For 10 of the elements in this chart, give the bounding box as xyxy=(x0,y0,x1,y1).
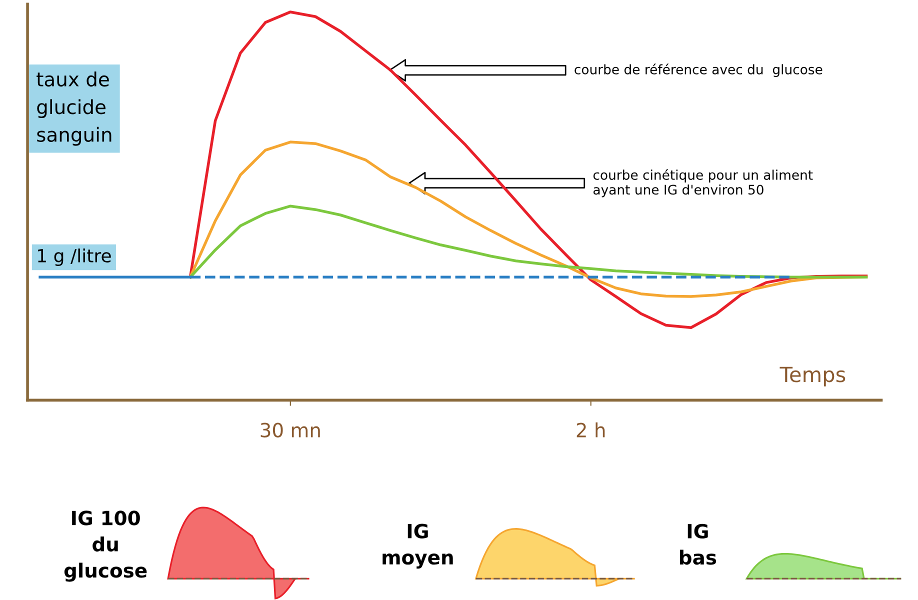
x-tick-label: 30 mn xyxy=(260,422,320,438)
x-axis-title: Temps xyxy=(780,366,846,386)
text: IG bas xyxy=(680,524,716,565)
text: IG 100 du glucose xyxy=(64,510,147,582)
annotation: 1 g /litre xyxy=(38,248,111,266)
annotation: courbe cinétique pour un aliment ayant une IG d'environ 50 xyxy=(593,169,813,198)
text: IG moyen xyxy=(382,524,453,569)
y-axis-title: taux de glucide sanguin xyxy=(36,72,112,146)
x-tick-label: 2 h xyxy=(576,422,605,438)
annotation: courbe de référence avec du glucose xyxy=(574,64,822,77)
